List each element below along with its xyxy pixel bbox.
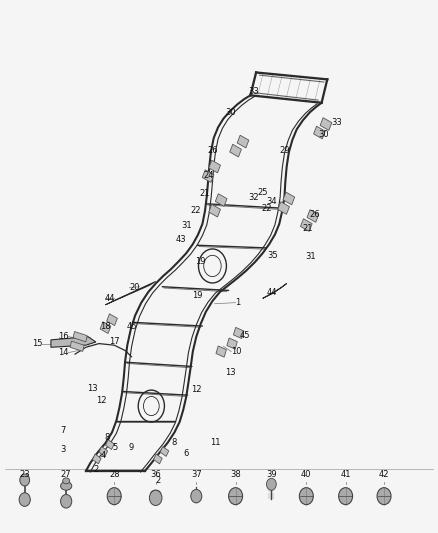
Text: 21: 21 xyxy=(199,189,209,198)
Text: 13: 13 xyxy=(226,368,236,377)
Ellipse shape xyxy=(151,490,161,497)
Text: 7: 7 xyxy=(60,426,65,435)
Text: 30: 30 xyxy=(225,108,236,117)
Bar xyxy=(320,118,332,131)
Text: 9: 9 xyxy=(129,443,134,452)
Text: 15: 15 xyxy=(32,339,42,348)
Text: 5: 5 xyxy=(112,443,117,452)
Circle shape xyxy=(299,488,313,505)
Circle shape xyxy=(107,488,121,505)
Text: 45: 45 xyxy=(240,331,251,340)
Text: 17: 17 xyxy=(109,337,120,346)
Text: 35: 35 xyxy=(267,252,278,260)
Text: 37: 37 xyxy=(191,470,201,479)
Circle shape xyxy=(60,495,72,508)
Text: 3: 3 xyxy=(60,446,65,455)
Bar xyxy=(233,327,244,338)
Bar xyxy=(154,454,162,464)
Bar xyxy=(215,193,227,206)
Text: 22: 22 xyxy=(190,206,201,215)
Text: 31: 31 xyxy=(305,253,316,261)
Text: 23: 23 xyxy=(19,470,30,479)
Text: 39: 39 xyxy=(266,470,277,479)
Text: 29: 29 xyxy=(279,146,290,155)
Circle shape xyxy=(20,474,30,486)
Bar xyxy=(107,314,117,326)
Bar xyxy=(92,454,101,464)
Bar xyxy=(227,338,237,349)
Text: 31: 31 xyxy=(181,221,192,230)
Circle shape xyxy=(266,478,276,490)
Text: 27: 27 xyxy=(61,470,71,479)
Polygon shape xyxy=(106,281,155,305)
Bar xyxy=(106,440,114,449)
Text: 36: 36 xyxy=(150,470,161,479)
Bar xyxy=(73,332,87,342)
Text: 1: 1 xyxy=(236,298,241,307)
Text: 12: 12 xyxy=(96,396,106,405)
Text: 13: 13 xyxy=(87,384,98,393)
Text: 12: 12 xyxy=(191,385,201,394)
Text: 6: 6 xyxy=(183,449,189,458)
Text: 8: 8 xyxy=(105,433,110,442)
Bar xyxy=(278,201,290,214)
Text: 11: 11 xyxy=(210,439,221,448)
Bar xyxy=(209,204,220,217)
Text: 18: 18 xyxy=(100,321,111,330)
Bar xyxy=(237,135,249,148)
Text: 20: 20 xyxy=(130,283,140,292)
Circle shape xyxy=(191,489,202,503)
Text: 33: 33 xyxy=(249,86,259,95)
Ellipse shape xyxy=(60,482,72,490)
Text: 28: 28 xyxy=(109,470,120,479)
Bar xyxy=(307,209,319,222)
Text: 26: 26 xyxy=(310,210,321,219)
Text: 45: 45 xyxy=(127,321,137,330)
Text: 24: 24 xyxy=(203,171,214,180)
Bar xyxy=(283,192,295,205)
Text: 42: 42 xyxy=(379,470,389,479)
Circle shape xyxy=(19,492,30,506)
Circle shape xyxy=(377,488,391,505)
Bar xyxy=(100,322,111,334)
Bar xyxy=(202,170,214,182)
Text: 26: 26 xyxy=(208,146,218,155)
Text: 8: 8 xyxy=(171,439,177,448)
Polygon shape xyxy=(51,337,96,348)
Circle shape xyxy=(229,488,243,505)
Text: 4: 4 xyxy=(101,451,106,460)
Text: 44: 44 xyxy=(266,287,277,296)
Text: 44: 44 xyxy=(105,294,115,303)
Bar xyxy=(314,126,325,139)
Bar xyxy=(209,160,220,173)
Text: 2: 2 xyxy=(93,465,99,474)
Text: 19: 19 xyxy=(195,257,205,265)
Text: 34: 34 xyxy=(266,197,277,206)
Ellipse shape xyxy=(63,478,70,484)
Text: 2: 2 xyxy=(155,476,160,484)
Text: 40: 40 xyxy=(301,470,311,479)
Bar xyxy=(99,447,108,456)
Text: 30: 30 xyxy=(318,130,329,139)
Bar xyxy=(230,144,241,157)
Text: 38: 38 xyxy=(230,470,241,479)
Text: 21: 21 xyxy=(302,224,312,233)
Bar xyxy=(70,341,84,351)
Text: 43: 43 xyxy=(175,236,186,245)
Circle shape xyxy=(149,490,162,505)
Text: 22: 22 xyxy=(262,204,272,213)
Text: 25: 25 xyxy=(258,188,268,197)
Text: 41: 41 xyxy=(340,470,351,479)
Bar xyxy=(300,219,312,231)
Bar xyxy=(160,447,169,456)
Text: 14: 14 xyxy=(58,348,68,357)
Text: 16: 16 xyxy=(58,332,68,341)
Text: 19: 19 xyxy=(192,291,202,300)
Text: 33: 33 xyxy=(332,118,343,127)
Polygon shape xyxy=(263,284,287,298)
Text: 10: 10 xyxy=(231,347,242,356)
Bar xyxy=(216,346,226,357)
Text: 32: 32 xyxy=(249,193,259,202)
Circle shape xyxy=(339,488,353,505)
